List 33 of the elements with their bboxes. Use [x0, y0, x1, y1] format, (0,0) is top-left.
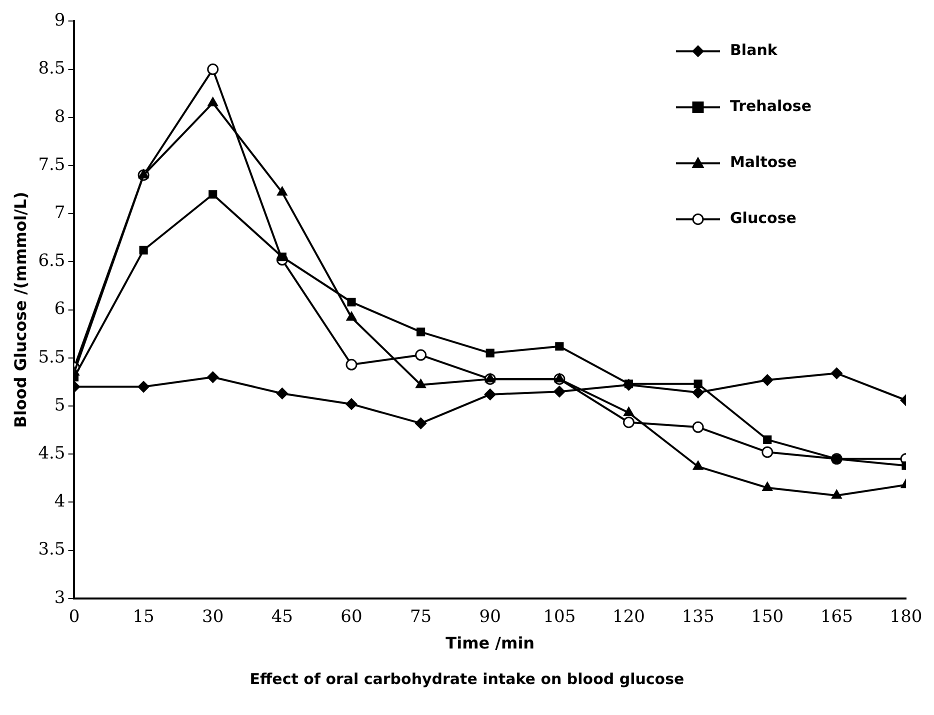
- y-tick-label: 7: [54, 203, 66, 224]
- y-tick-label: 8: [54, 106, 66, 127]
- y-tick-label: 7.5: [38, 154, 66, 175]
- y-tick-label: 6.5: [38, 251, 66, 272]
- x-tick-label: 0: [68, 607, 80, 628]
- legend-label: Blank: [730, 41, 778, 60]
- x-tick-label: 45: [271, 607, 293, 628]
- x-tick-label: 75: [410, 607, 432, 628]
- text: Effect of oral carbohydrate intake on blood glucose: [248, 670, 686, 688]
- x-tick-label: 60: [340, 607, 362, 628]
- y-tick-label: 5: [54, 395, 66, 416]
- x-tick-label: 90: [479, 607, 501, 628]
- x-tick-label: 30: [202, 607, 224, 628]
- x-tick-label: 120: [612, 607, 645, 628]
- y-axis-title: Blood Glucose /(mmmol/L): [10, 192, 30, 428]
- x-axis-title: Time /min: [446, 634, 535, 653]
- legend-label: Trehalose: [730, 97, 812, 116]
- legend-label: Glucose: [730, 209, 796, 228]
- y-tick-label: 6: [54, 299, 66, 320]
- x-tick-label: 150: [751, 607, 784, 628]
- x-tick-label: 105: [543, 607, 576, 628]
- x-tick-label: 135: [682, 607, 714, 628]
- x-tick-label: 15: [132, 607, 154, 628]
- x-tick-label: 180: [890, 607, 922, 628]
- y-tick-label: 8.5: [38, 58, 66, 79]
- y-tick-label: 9: [54, 10, 66, 31]
- y-tick-label: 3: [54, 588, 66, 608]
- y-tick-label: 4: [54, 492, 66, 512]
- x-tick-label: 165: [820, 607, 853, 628]
- legend-label: Maltose: [730, 153, 797, 172]
- y-tick-label: 5.5: [38, 347, 66, 368]
- y-tick-label: 3.5: [38, 540, 66, 560]
- y-tick-label: 4.5: [38, 444, 66, 464]
